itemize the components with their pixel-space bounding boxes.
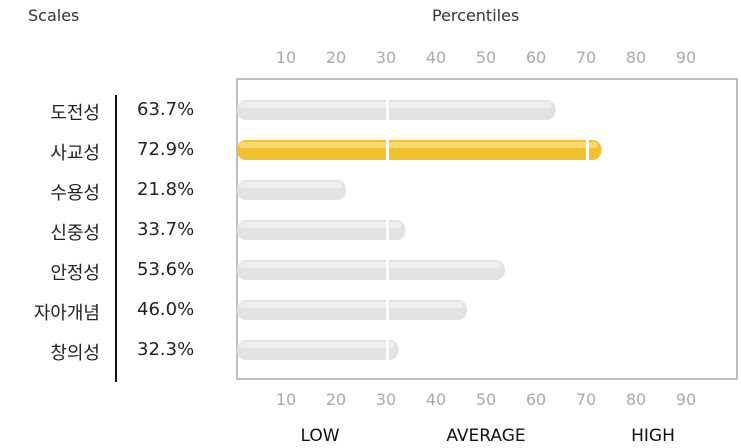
bottom-tick-80: 80 [625, 390, 647, 409]
band-separator [386, 259, 389, 281]
scale-divider [115, 95, 117, 382]
scale-value: 53.6% [137, 259, 195, 280]
scale-value: 63.7% [137, 99, 195, 120]
band-low-label: LOW [300, 426, 340, 446]
scales-header: Scales [28, 6, 80, 25]
band-separator [386, 99, 389, 121]
band-separator [386, 139, 389, 161]
scale-name: 수용성 [50, 183, 100, 204]
bottom-tick-10: 10 [275, 390, 297, 409]
bar-gloss [239, 222, 402, 228]
scale-value: 72.9% [137, 139, 195, 160]
percentile-bar-chart [236, 78, 738, 380]
bottom-tick-40: 40 [425, 390, 447, 409]
top-tick-10: 10 [275, 48, 297, 67]
top-tick-80: 80 [625, 48, 647, 67]
percentiles-header: Percentiles [432, 6, 520, 25]
top-tick-20: 20 [325, 48, 347, 67]
bottom-tick-50: 50 [475, 390, 497, 409]
scale-value: 32.3% [137, 339, 195, 360]
bar-gloss [239, 342, 395, 348]
top-tick-90: 90 [675, 48, 697, 67]
bar-gloss [239, 142, 598, 148]
band-average-label: AVERAGE [446, 426, 526, 446]
scale-value: 21.8% [137, 179, 195, 200]
bottom-tick-30: 30 [375, 390, 397, 409]
band-high-label: HIGH [631, 426, 675, 446]
band-separator [386, 339, 389, 361]
scale-name: 자아개념 [33, 303, 100, 324]
top-tick-70: 70 [575, 48, 597, 67]
band-separator [386, 219, 389, 241]
bar-gloss [239, 182, 342, 188]
top-tick-50: 50 [475, 48, 497, 67]
scale-name: 창의성 [50, 343, 100, 364]
bottom-tick-20: 20 [325, 390, 347, 409]
bottom-tick-70: 70 [575, 390, 597, 409]
bars [237, 99, 602, 361]
scale-name: 신중성 [50, 223, 100, 244]
top-tick-60: 60 [525, 48, 547, 67]
scale-value: 33.7% [137, 219, 195, 240]
scale-value: 46.0% [137, 299, 195, 320]
scale-name: 도전성 [50, 103, 100, 124]
scale-name: 안정성 [50, 263, 100, 284]
bar-gloss [239, 262, 501, 268]
scale-name: 사교성 [50, 143, 100, 164]
bottom-tick-90: 90 [675, 390, 697, 409]
bottom-tick-60: 60 [525, 390, 547, 409]
band-separator [386, 299, 389, 321]
top-tick-40: 40 [425, 48, 447, 67]
band-separator [586, 139, 589, 161]
bar-gloss [239, 302, 463, 308]
bar-gloss [239, 102, 552, 108]
top-tick-30: 30 [375, 48, 397, 67]
